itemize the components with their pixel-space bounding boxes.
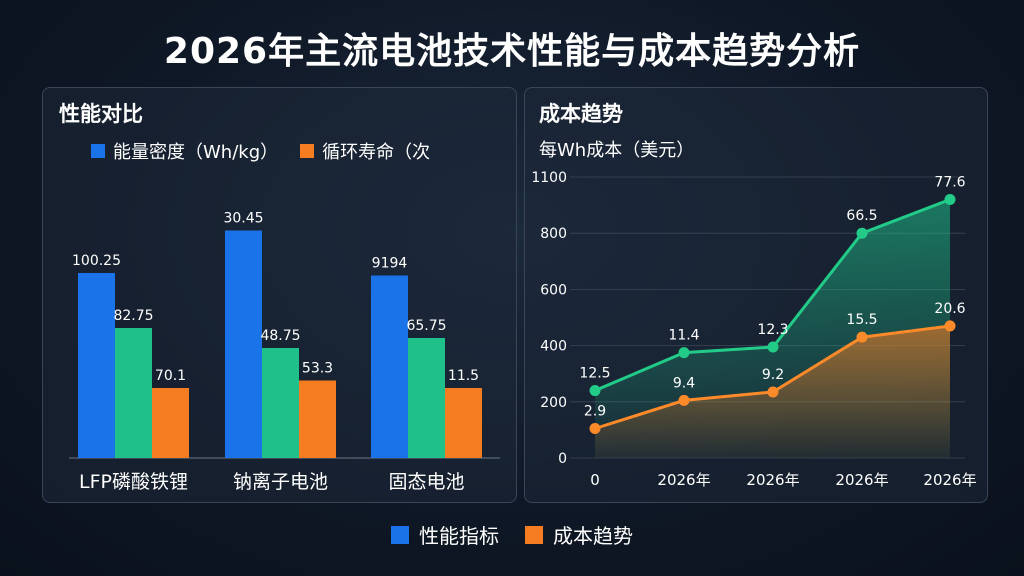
point-value-label: 66.5 [846, 208, 877, 224]
cost-panel-title: 成本趋势 [539, 102, 623, 126]
bar-value-label: 9194 [372, 256, 408, 272]
bar-category-label: 钠离子电池 [233, 471, 328, 493]
cost-panel: 成本趋势 每Wh成本（美元） 0 200 400 600 800 1100 12.5 11.4… [524, 87, 988, 503]
data-point [767, 386, 779, 398]
data-point [767, 341, 779, 353]
bar [115, 328, 152, 458]
data-point [678, 347, 690, 359]
point-value-label: 11.4 [668, 328, 699, 344]
y-tick-label: 1100 [531, 170, 567, 186]
bar-value-label: 30.45 [223, 211, 263, 227]
bottom-legend-label-performance: 性能指标 [419, 524, 499, 548]
performance-panel: 性能对比 能量密度（Wh/kg） 循环寿命（次 100.25 82.75 70.1 L… [42, 87, 517, 503]
point-value-label: 15.5 [846, 312, 877, 328]
y-tick-label: 600 [540, 282, 567, 298]
bar-value-label: 82.75 [113, 308, 153, 324]
bottom-legend-label-cost: 成本趋势 [553, 524, 633, 548]
bar [299, 380, 336, 458]
data-point [944, 193, 956, 205]
y-tick-label: 0 [558, 451, 567, 467]
bar-value-label: 70.1 [155, 368, 186, 384]
bar [152, 388, 189, 458]
data-point [856, 227, 868, 239]
bar-chart: 100.25 82.75 70.1 LFP磷酸铁锂 30.45 48.75 53.3 钠离子电… [69, 211, 500, 493]
bar [225, 230, 262, 458]
legend-swatch-energy [91, 144, 105, 158]
point-value-label: 12.3 [757, 322, 788, 338]
point-value-label: 2.9 [584, 403, 606, 419]
orange-area [595, 325, 950, 458]
point-value-label: 77.6 [934, 174, 965, 190]
cost-axis-label: 每Wh成本（美元） [539, 140, 695, 161]
bar [371, 275, 408, 458]
page-title: 2026年主流电池技术性能与成本趋势分析 [163, 31, 861, 72]
performance-panel-title: 性能对比 [59, 102, 143, 126]
x-tick-label: 2026年 [923, 471, 976, 489]
data-point [678, 394, 690, 406]
line-chart: 0 200 400 600 800 1100 12.5 11.4 12.3 66.5 77.6 2.9… [531, 170, 976, 489]
bar-category-label: 固态电池 [388, 471, 464, 493]
bar-value-label: 65.75 [406, 318, 446, 334]
bar [445, 388, 482, 458]
bottom-legend-swatch-performance [391, 525, 409, 544]
y-tick-label: 400 [540, 339, 567, 355]
data-point [856, 331, 868, 343]
legend-swatch-cycle [300, 144, 315, 158]
bottom-legend-swatch-cost [525, 525, 543, 544]
bar [408, 338, 445, 458]
point-value-label: 20.6 [934, 301, 965, 317]
point-value-label: 12.5 [579, 366, 610, 382]
bar [78, 273, 115, 458]
data-point [589, 385, 601, 397]
x-tick-label: 2026年 [835, 471, 888, 489]
point-value-label: 9.2 [762, 367, 784, 383]
data-point [944, 320, 956, 332]
legend-label-cycle: 循环寿命（次 [322, 142, 431, 163]
bar [262, 348, 299, 458]
bar-value-label: 11.5 [448, 368, 479, 384]
performance-legend: 能量密度（Wh/kg） 循环寿命（次 [91, 138, 430, 164]
legend-label-energy: 能量密度（Wh/kg） [113, 142, 279, 163]
bar-value-label: 100.25 [72, 253, 121, 269]
x-tick-label: 0 [590, 471, 600, 489]
bar-value-label: 48.75 [260, 328, 300, 344]
bottom-legend: 性能指标 成本趋势 [0, 520, 1024, 549]
data-point [589, 422, 601, 434]
x-tick-label: 2026年 [657, 471, 710, 489]
y-tick-label: 200 [540, 395, 567, 411]
bar-value-label: 53.3 [302, 361, 333, 377]
x-tick-label: 2026年 [746, 471, 799, 489]
point-value-label: 9.4 [673, 375, 695, 391]
y-tick-label: 800 [540, 226, 567, 242]
bar-category-label: LFP磷酸铁锂 [79, 471, 188, 493]
